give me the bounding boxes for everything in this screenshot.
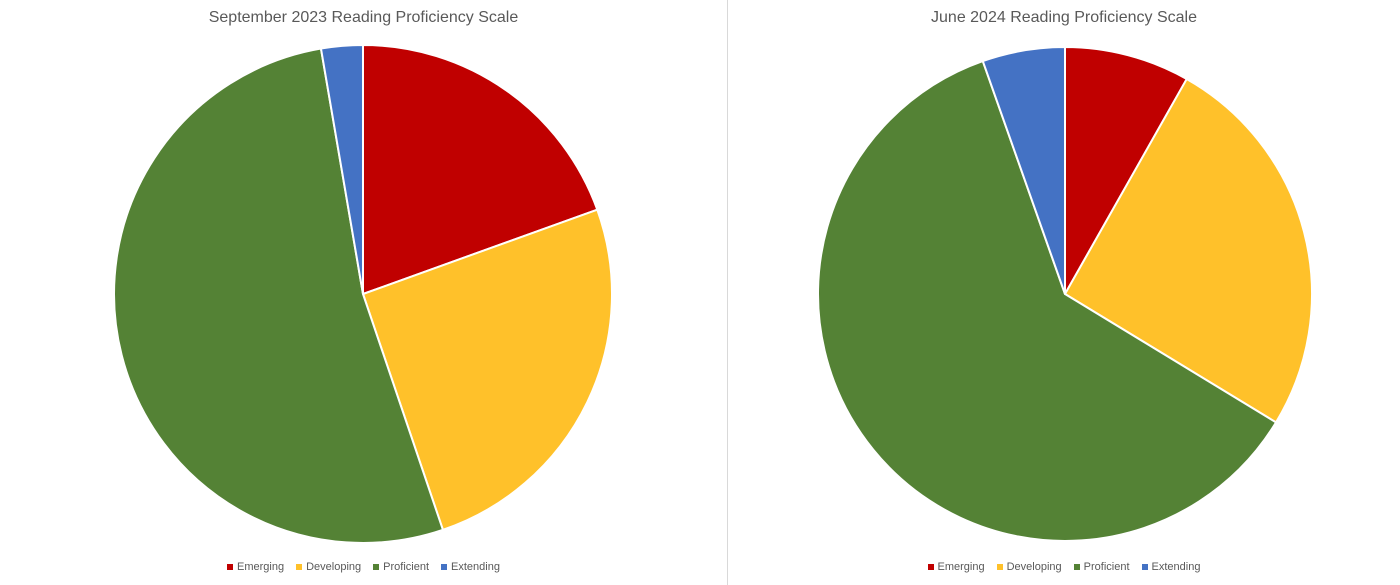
pie-slice-emerging [362, 44, 599, 295]
pie-slice-extending [981, 46, 1066, 295]
legend-swatch [227, 564, 234, 570]
legend-item: Developing [296, 561, 361, 573]
legend-swatch [441, 564, 448, 570]
legend-label: Extending [1151, 561, 1201, 573]
legend-label: Proficient [383, 561, 430, 573]
legend: Emerging Developing Proficient Extending [0, 561, 727, 573]
legend-swatch [996, 564, 1003, 570]
pie-slice-proficient [113, 47, 444, 544]
legend-label: Emerging [237, 561, 285, 573]
legend-label: Proficient [1083, 561, 1130, 573]
legend: Emerging Developing Proficient Extending [728, 561, 1400, 573]
legend-item: Extending [1141, 561, 1201, 573]
pie-slice-extending [319, 43, 364, 295]
legend-swatch [1073, 564, 1080, 570]
pie-chart [113, 43, 613, 544]
chart-title: June 2024 Reading Proficiency Scale [931, 9, 1197, 26]
legend-item: Proficient [373, 561, 429, 573]
legend-swatch [927, 564, 934, 570]
legend-swatch [373, 564, 380, 570]
legend-item: Proficient [1073, 561, 1130, 573]
pie-slice-developing [362, 208, 613, 531]
legend-item: Developing [996, 561, 1062, 573]
pie-chart [817, 46, 1313, 542]
pie-slice-developing [1064, 78, 1313, 424]
legend-label: Developing [1006, 561, 1062, 573]
chart-title: September 2023 Reading Proficiency Scale [208, 9, 519, 26]
pie-slice-emerging [1064, 46, 1188, 295]
pie-slice-proficient [817, 60, 1278, 542]
legend-item: Extending [441, 561, 500, 573]
chart-panel-june-2024: June 2024 Reading Proficiency Scale Emer… [728, 0, 1400, 585]
legend-item: Emerging [927, 561, 985, 573]
panel-divider [727, 0, 728, 585]
chart-panel-september-2023: September 2023 Reading Proficiency Scale… [0, 9, 727, 573]
legend-label: Emerging [937, 561, 985, 573]
legend-swatch [1141, 564, 1148, 570]
legend-item: Emerging [227, 561, 284, 573]
legend-label: Extending [451, 561, 500, 573]
legend-swatch [296, 564, 303, 570]
legend-label: Developing [306, 561, 362, 573]
